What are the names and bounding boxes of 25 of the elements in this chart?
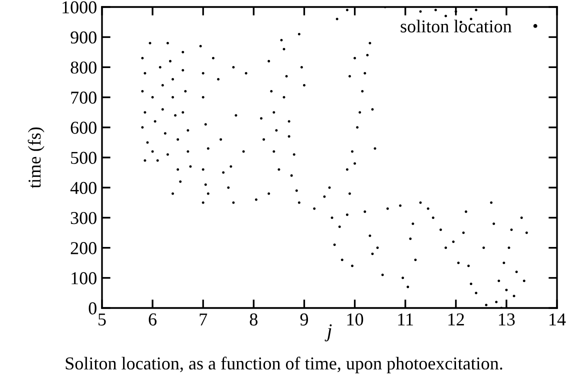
x-tick-label: 11 — [398, 313, 413, 326]
y-tick-label: 900 — [70, 31, 96, 44]
y-tick-label: 600 — [70, 122, 96, 134]
x-tick-label: 10 — [347, 313, 364, 326]
y-tick-label: 800 — [70, 61, 96, 74]
y-tick-label: 100 — [72, 272, 96, 284]
text: Soliton location, as a function of time, upon photoexcitation. — [66, 356, 502, 374]
x-tick-label: 12 — [448, 313, 464, 326]
y-tick-label: 700 — [71, 92, 96, 104]
x-tick-label: 5 — [98, 314, 106, 326]
y-tick-label: 500 — [71, 152, 96, 164]
x-tick-label: 9 — [300, 313, 308, 326]
x-axis-title: j — [324, 324, 332, 342]
y-tick-label: 300 — [70, 212, 96, 224]
x-tick-label: 13 — [499, 313, 515, 326]
x-tick-label: 6 — [148, 313, 157, 326]
x-tick-label: 8 — [250, 313, 258, 326]
legend-label: soliton location — [400, 20, 512, 32]
y-tick-label: 0 — [88, 302, 96, 314]
y-tick-label: 400 — [70, 182, 96, 194]
y-tick-label: 200 — [70, 242, 96, 254]
y-tick-label: 1000 — [62, 1, 96, 14]
x-tick-label: 14 — [550, 313, 566, 326]
x-tick-label: 7 — [200, 314, 208, 326]
y-axis-title: time (fs) — [28, 127, 44, 188]
